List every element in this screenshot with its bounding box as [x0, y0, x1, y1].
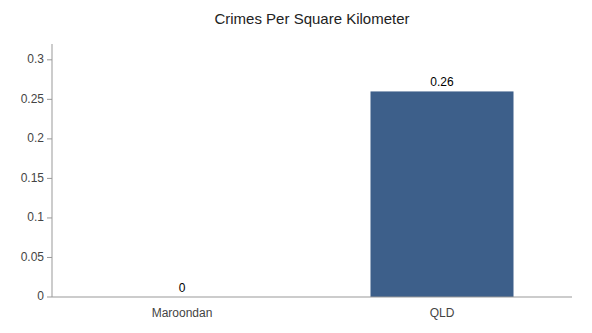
- chart-svg: Crimes Per Square Kilometer 0 0.05 0.1 0.15 0…: [0, 0, 592, 333]
- y-tick: [47, 257, 52, 258]
- data-label: 0: [179, 281, 186, 295]
- y-tick-label: 0.05: [21, 250, 45, 264]
- y-tick: [47, 297, 52, 298]
- y-tick-label: 0.1: [27, 210, 44, 224]
- bar: [371, 91, 514, 297]
- y-tick-label: 0.15: [21, 171, 45, 185]
- x-tick-label: QLD: [430, 306, 455, 320]
- x-tick-label: Maroondan: [152, 306, 213, 320]
- y-tick: [47, 178, 52, 179]
- y-tick: [47, 138, 52, 139]
- y-tick-label: 0.3: [27, 52, 44, 66]
- y-tick: [47, 217, 52, 218]
- title: Crimes Per Square Kilometer: [214, 10, 409, 27]
- y-axis-line: [52, 44, 53, 297]
- y-tick: [47, 99, 52, 100]
- bars: [371, 91, 514, 297]
- y-tick-label: 0.25: [21, 92, 45, 106]
- y-tick-label: 0: [37, 289, 44, 303]
- chart-container: Crimes Per Square Kilometer 0 0.05 0.1 0.15 0…: [0, 0, 592, 333]
- x-axis-line: [52, 297, 572, 298]
- y-tick: [47, 59, 52, 60]
- y-tick-label: 0.2: [27, 131, 44, 145]
- data-label: 0.26: [430, 75, 454, 89]
